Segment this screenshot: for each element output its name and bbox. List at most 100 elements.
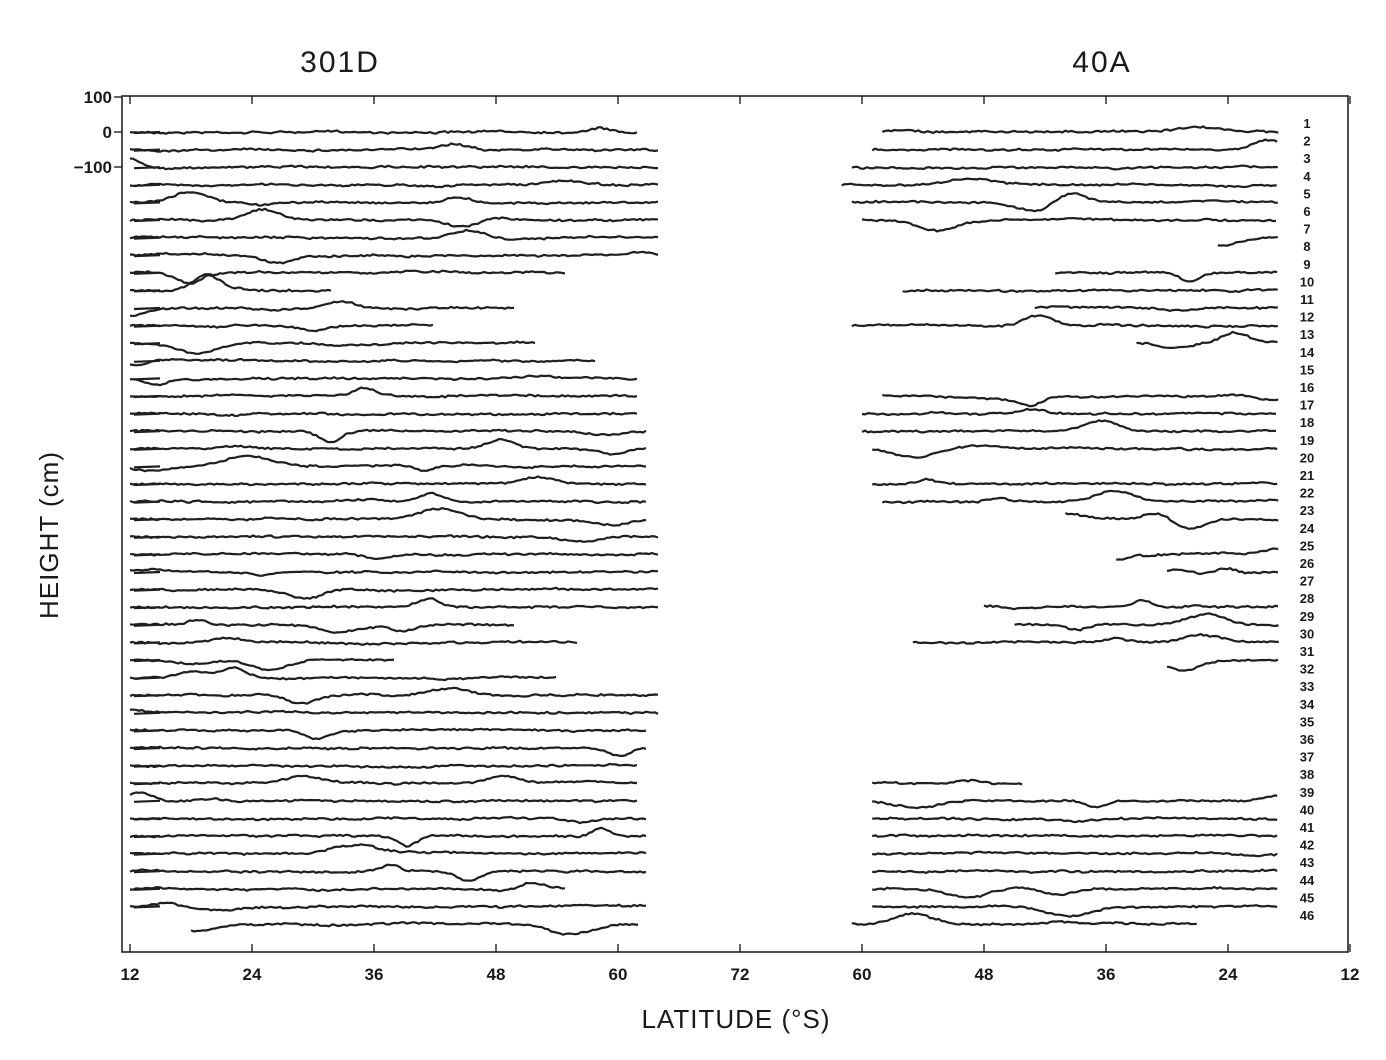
profile-301d-edge-36 bbox=[133, 746, 161, 751]
profile-301d-edge-17 bbox=[133, 412, 161, 416]
profile-301d-7 bbox=[129, 228, 659, 241]
profile-301d-edge-41 bbox=[133, 834, 161, 839]
profile-301d-edge-39 bbox=[133, 799, 161, 803]
profile-40a-41 bbox=[871, 833, 1278, 838]
x-tick-label: 24 bbox=[1219, 965, 1238, 984]
panel-title-40a: 40A bbox=[1072, 46, 1131, 79]
profile-number-24: 24 bbox=[1300, 521, 1315, 536]
profile-40a-25 bbox=[1116, 547, 1279, 561]
profile-301d-edge-16 bbox=[133, 394, 161, 399]
profile-number-40: 40 bbox=[1300, 802, 1314, 817]
profile-301d-edge-35 bbox=[133, 729, 161, 733]
profile-301d-37 bbox=[129, 762, 638, 769]
profile-301d-edge-9 bbox=[133, 271, 161, 275]
profile-40a-43 bbox=[872, 868, 1278, 874]
profile-number-7: 7 bbox=[1303, 222, 1310, 237]
x-tick-label: 12 bbox=[1341, 965, 1360, 984]
profile-301d-18 bbox=[129, 428, 647, 444]
profile-40a-7 bbox=[1217, 236, 1278, 247]
profile-40a-28 bbox=[983, 598, 1279, 611]
profile-301d-edge-38 bbox=[133, 782, 161, 786]
profile-301d-15 bbox=[129, 374, 638, 387]
profile-301d-25 bbox=[130, 551, 659, 561]
profile-301d-16 bbox=[129, 386, 638, 399]
profile-number-1: 1 bbox=[1303, 116, 1310, 131]
profile-301d-20 bbox=[129, 454, 647, 473]
profile-40a-31 bbox=[1166, 658, 1279, 672]
profile-301d-39 bbox=[129, 791, 638, 804]
profile-301d-45 bbox=[129, 901, 647, 912]
profile-40a-17 bbox=[861, 407, 1277, 416]
profile-301d-5 bbox=[129, 191, 659, 207]
profile-301d-edge-29 bbox=[133, 623, 161, 627]
profile-301d-edge-14 bbox=[133, 359, 161, 363]
x-tick-label: 60 bbox=[853, 965, 872, 984]
profile-number-15: 15 bbox=[1300, 362, 1314, 377]
profile-301d-edge-19 bbox=[133, 447, 161, 451]
profile-301d-44 bbox=[129, 881, 566, 893]
profile-301d-27 bbox=[129, 586, 659, 600]
profile-301d-edge-20 bbox=[133, 465, 161, 469]
profile-301d-edge-43 bbox=[133, 870, 161, 874]
profile-301d-edge-6 bbox=[133, 218, 161, 223]
profile-301d-34 bbox=[129, 708, 659, 716]
profile-number-11: 11 bbox=[1300, 292, 1314, 307]
profile-301d-8 bbox=[129, 250, 659, 265]
profile-40a-9 bbox=[1055, 270, 1278, 283]
profile-40a-5 bbox=[851, 192, 1278, 213]
height-profiles bbox=[129, 125, 1279, 936]
profile-number-4: 4 bbox=[1303, 169, 1311, 184]
profile-301d-38 bbox=[129, 774, 637, 786]
profile-40a-12 bbox=[851, 314, 1278, 329]
profile-number-37: 37 bbox=[1300, 750, 1314, 765]
profile-number-14: 14 bbox=[1300, 345, 1315, 360]
profile-number-3: 3 bbox=[1303, 151, 1310, 166]
profile-301d-edge-3 bbox=[133, 166, 161, 170]
profile-number-21: 21 bbox=[1300, 468, 1314, 483]
profile-301d-edge-44 bbox=[133, 887, 161, 891]
profile-301d-edge-7 bbox=[133, 236, 161, 240]
profile-number-42: 42 bbox=[1300, 838, 1314, 853]
x-tick-label: 60 bbox=[609, 965, 628, 984]
profile-301d-40 bbox=[129, 815, 647, 825]
profile-301d-edge-34 bbox=[133, 711, 161, 715]
x-axis-label: LATITUDE (°S) bbox=[641, 1004, 830, 1034]
profile-number-17: 17 bbox=[1300, 398, 1314, 413]
profile-40a-40 bbox=[872, 816, 1278, 824]
profile-301d-edge-32 bbox=[133, 676, 161, 680]
profile-number-22: 22 bbox=[1300, 486, 1314, 501]
plot-frame bbox=[121, 95, 1349, 953]
profile-number-20: 20 bbox=[1300, 450, 1314, 465]
profile-number-9: 9 bbox=[1303, 257, 1310, 272]
profile-number-38: 38 bbox=[1300, 767, 1314, 782]
y-axis-label: HEIGHT (cm) bbox=[34, 451, 64, 619]
profile-301d-edge-25 bbox=[133, 553, 161, 557]
profile-number-25: 25 bbox=[1300, 538, 1314, 553]
profile-301d-21 bbox=[129, 475, 647, 487]
profile-number-23: 23 bbox=[1300, 503, 1314, 518]
profile-40a-18 bbox=[861, 419, 1277, 434]
profile-number-30: 30 bbox=[1300, 626, 1314, 641]
profile-301d-1 bbox=[129, 126, 638, 135]
profile-40a-46 bbox=[851, 911, 1197, 927]
y-tick-label: −100 bbox=[74, 158, 112, 177]
profile-301d-edge-33 bbox=[133, 694, 161, 698]
profile-number-19: 19 bbox=[1300, 433, 1314, 448]
profile-301d-edge-12 bbox=[133, 324, 161, 328]
y-ticks: 100 0 −100 bbox=[74, 88, 122, 177]
x-tick-label: 12 bbox=[121, 965, 140, 984]
profile-301d-10 bbox=[129, 273, 332, 293]
profile-301d-13 bbox=[129, 340, 536, 355]
profile-301d-edge-45 bbox=[133, 905, 161, 909]
profile-number-8: 8 bbox=[1303, 239, 1310, 254]
profile-301d-42 bbox=[129, 843, 647, 856]
profile-40a-2 bbox=[871, 138, 1278, 152]
x-ticks: 12 24 36 48 60 72 60 48 36 24 12 bbox=[121, 96, 1360, 984]
profile-301d-33 bbox=[129, 686, 659, 705]
profile-number-16: 16 bbox=[1300, 380, 1314, 395]
profile-301d-edge-5 bbox=[133, 201, 161, 205]
profile-301d-24 bbox=[129, 534, 659, 543]
profile-40a-1 bbox=[881, 125, 1279, 134]
x-tick-label: 36 bbox=[365, 965, 384, 984]
profile-301d-43 bbox=[129, 863, 647, 882]
